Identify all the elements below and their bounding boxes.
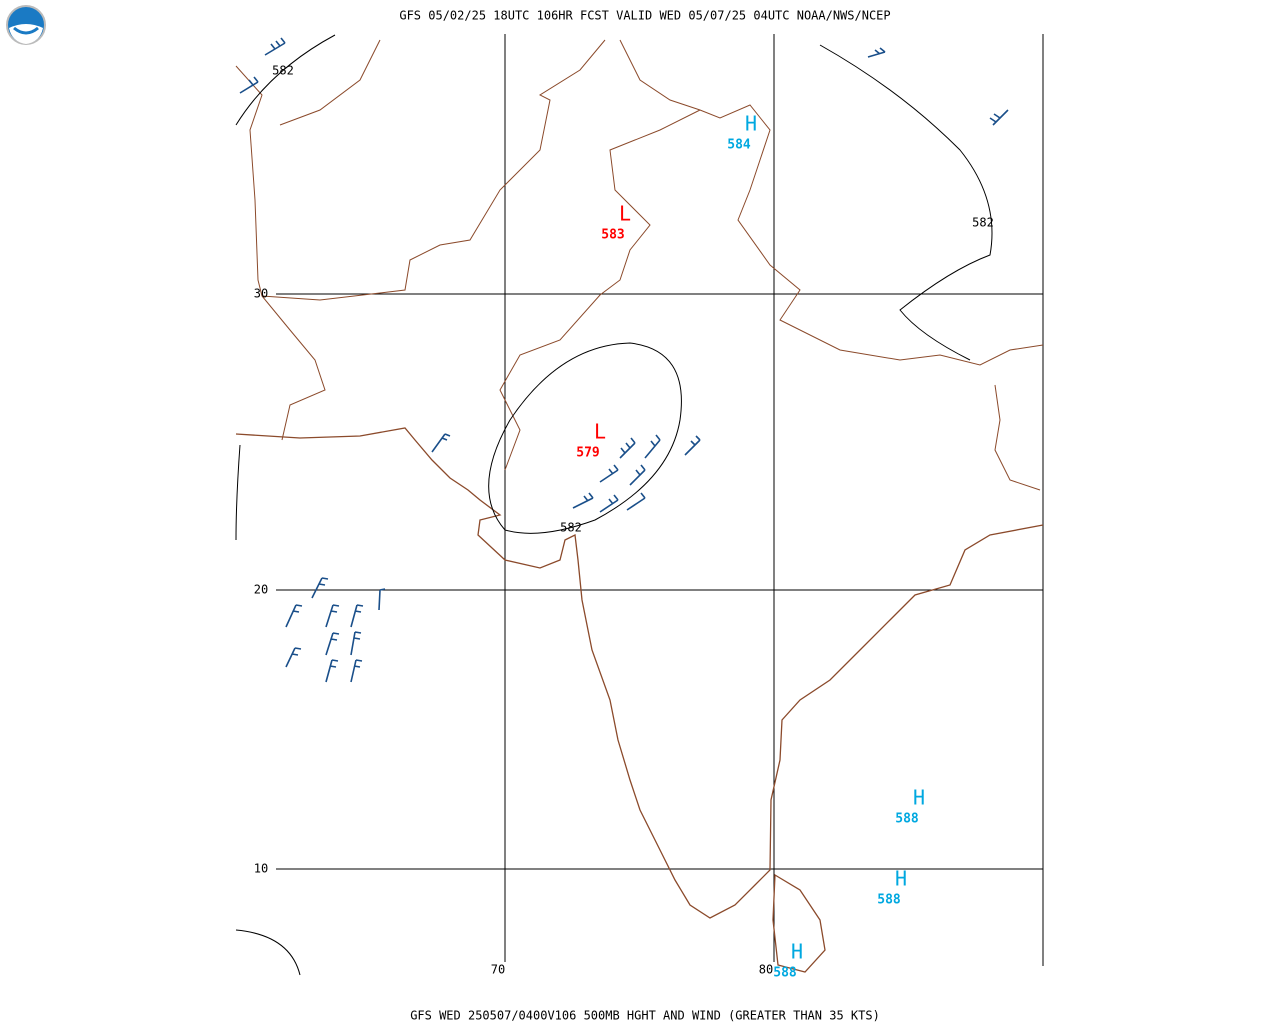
contour-label: 582 [560, 521, 582, 535]
center-value: 584 [727, 138, 751, 153]
lat-label: 20 [254, 583, 268, 597]
contour-label: 582 [972, 216, 994, 230]
center-value: 579 [576, 446, 599, 461]
coastlines [235, 39, 1044, 973]
lon-label: 70 [491, 963, 505, 977]
center-value: 588 [773, 966, 797, 981]
grid-lines [276, 34, 1044, 966]
footer: GFS WED 250507/0400V106 500MB HGHT AND W… [410, 1009, 880, 1023]
title: GFS 05/02/25 18UTC 106HR FCST VALID WED … [399, 9, 890, 23]
wind-barbs [239, 37, 1009, 683]
height-contours [235, 34, 993, 976]
center-symbol: L [594, 420, 606, 444]
center-symbol: H [913, 786, 925, 810]
lat-label: 10 [254, 862, 268, 876]
center-symbol: L [619, 202, 631, 226]
center-value: 588 [877, 893, 901, 908]
lon-label: 80 [759, 963, 773, 977]
contour-label: 582 [272, 64, 294, 78]
center-symbol: H [895, 867, 907, 891]
center-value: 583 [601, 228, 624, 243]
center-symbol: H [791, 940, 803, 964]
lat-label: 30 [254, 287, 268, 301]
center-value: 588 [895, 812, 919, 827]
center-symbol: H [745, 112, 757, 136]
noaa-logo [6, 5, 46, 45]
